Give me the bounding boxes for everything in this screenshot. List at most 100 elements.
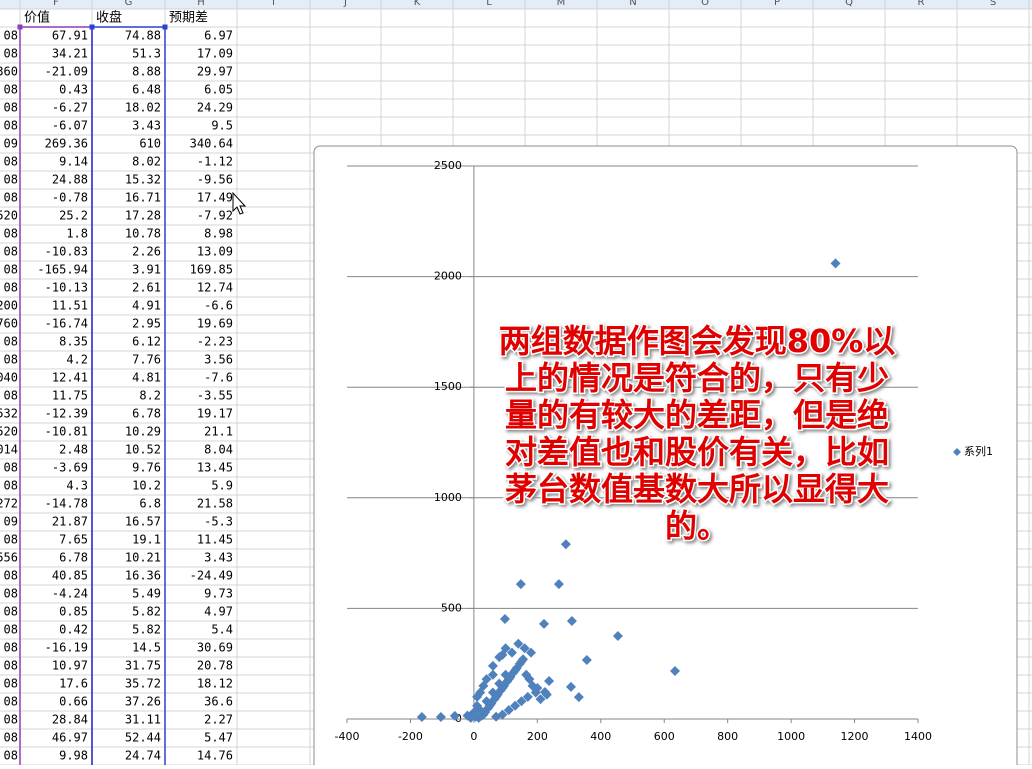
cell: 2.27 (204, 713, 233, 727)
data-point (525, 647, 536, 658)
truncated-cell: 272 (0, 497, 18, 511)
data-point (516, 696, 527, 707)
x-tick-label: 400 (590, 730, 611, 743)
truncated-cell: 08 (4, 569, 18, 583)
cell: 0.66 (59, 695, 88, 709)
column-letter: Q (845, 0, 853, 8)
cell: 3.43 (132, 119, 161, 133)
cell: -16.19 (45, 641, 88, 655)
cell: -14.78 (45, 497, 88, 511)
cell: 10.29 (125, 425, 161, 439)
cell: -1.12 (197, 155, 233, 169)
cell: 51.3 (132, 47, 161, 61)
data-point (518, 654, 529, 665)
data-point (573, 692, 584, 703)
truncated-cell: 760 (0, 317, 18, 331)
cell: 5.9 (211, 479, 233, 493)
data-point (544, 675, 555, 686)
data-point (468, 707, 479, 718)
truncated-cell: 08 (4, 587, 18, 601)
cell: 13.45 (197, 461, 233, 475)
data-point (581, 654, 592, 665)
cell: 7.76 (132, 353, 161, 367)
cell: 9.5 (211, 119, 233, 133)
cell: 7.65 (59, 533, 88, 547)
cell: 37.26 (125, 695, 161, 709)
truncated-cell: 08 (4, 263, 18, 277)
cell: -5.3 (204, 515, 233, 529)
cell: -3.69 (52, 461, 88, 475)
truncated-cell: 200 (0, 299, 18, 313)
cell: 9.73 (204, 587, 233, 601)
cell: 24.88 (52, 173, 88, 187)
cell: 10.78 (125, 227, 161, 241)
cell: -4.24 (52, 587, 88, 601)
cell: 2.95 (132, 317, 161, 331)
truncated-cell: 09 (4, 515, 18, 529)
data-point (535, 694, 546, 705)
truncated-cell: 014 (0, 443, 18, 457)
legend-marker (953, 448, 961, 456)
cell: -2.23 (197, 335, 233, 349)
cell: 6.8 (139, 497, 161, 511)
truncated-cell: 08 (4, 749, 18, 763)
cell: 6.05 (204, 83, 233, 97)
data-point (487, 660, 498, 671)
data-point (515, 579, 526, 590)
cell: 1.8 (66, 227, 88, 241)
cell: 18.02 (125, 101, 161, 115)
cell: 3.56 (204, 353, 233, 367)
cell: 31.75 (125, 659, 161, 673)
cell: -21.09 (45, 65, 88, 79)
cell: 31.11 (125, 713, 161, 727)
truncated-cell: 08 (4, 659, 18, 673)
cell: -165.94 (37, 263, 88, 277)
y-tick-label: 2000 (434, 270, 462, 283)
cell: 24.29 (197, 101, 233, 115)
cell: 4.2 (66, 353, 88, 367)
cell: 9.76 (132, 461, 161, 475)
x-tick-label: -400 (335, 730, 360, 743)
cell: -24.49 (190, 569, 233, 583)
column-header-bar (0, 0, 1032, 9)
cell: 35.72 (125, 677, 161, 691)
cell: -9.56 (197, 173, 233, 187)
cell: 12.74 (197, 281, 233, 295)
x-tick-label: 1400 (904, 730, 932, 743)
selection-handle (162, 24, 168, 30)
truncated-cell: 08 (4, 281, 18, 295)
cell: 19.17 (197, 407, 233, 421)
data-point (532, 683, 543, 694)
truncated-cell: 09 (4, 137, 18, 151)
y-tick-label: 500 (441, 601, 462, 614)
data-point (499, 614, 510, 625)
truncated-cell: 08 (4, 389, 18, 403)
cell: 11.75 (52, 389, 88, 403)
cell: -7.92 (197, 209, 233, 223)
cell: 17.6 (59, 677, 88, 691)
data-point (553, 579, 564, 590)
cell: 14.5 (132, 641, 161, 655)
column-letter: F (53, 0, 59, 8)
cell: 5.47 (204, 731, 233, 745)
cell: 269.36 (45, 137, 88, 151)
cell: 15.32 (125, 173, 161, 187)
truncated-cell: 08 (4, 173, 18, 187)
cell: 12.41 (52, 371, 88, 385)
data-point (541, 689, 552, 700)
truncated-cell: 08 (4, 353, 18, 367)
y-tick-label: 2500 (434, 159, 462, 172)
column-letter: H (197, 0, 205, 8)
cell: 25.2 (59, 209, 88, 223)
truncated-cell: 08 (4, 623, 18, 637)
cell: 16.36 (125, 569, 161, 583)
truncated-cell: 08 (4, 245, 18, 259)
cell: -12.39 (45, 407, 88, 421)
cell: 340.64 (190, 137, 233, 151)
data-point (830, 258, 841, 269)
x-tick-label: 200 (527, 730, 548, 743)
cell: 3.43 (204, 551, 233, 565)
cell: -10.83 (45, 245, 88, 259)
truncated-cell: 08 (4, 191, 18, 205)
